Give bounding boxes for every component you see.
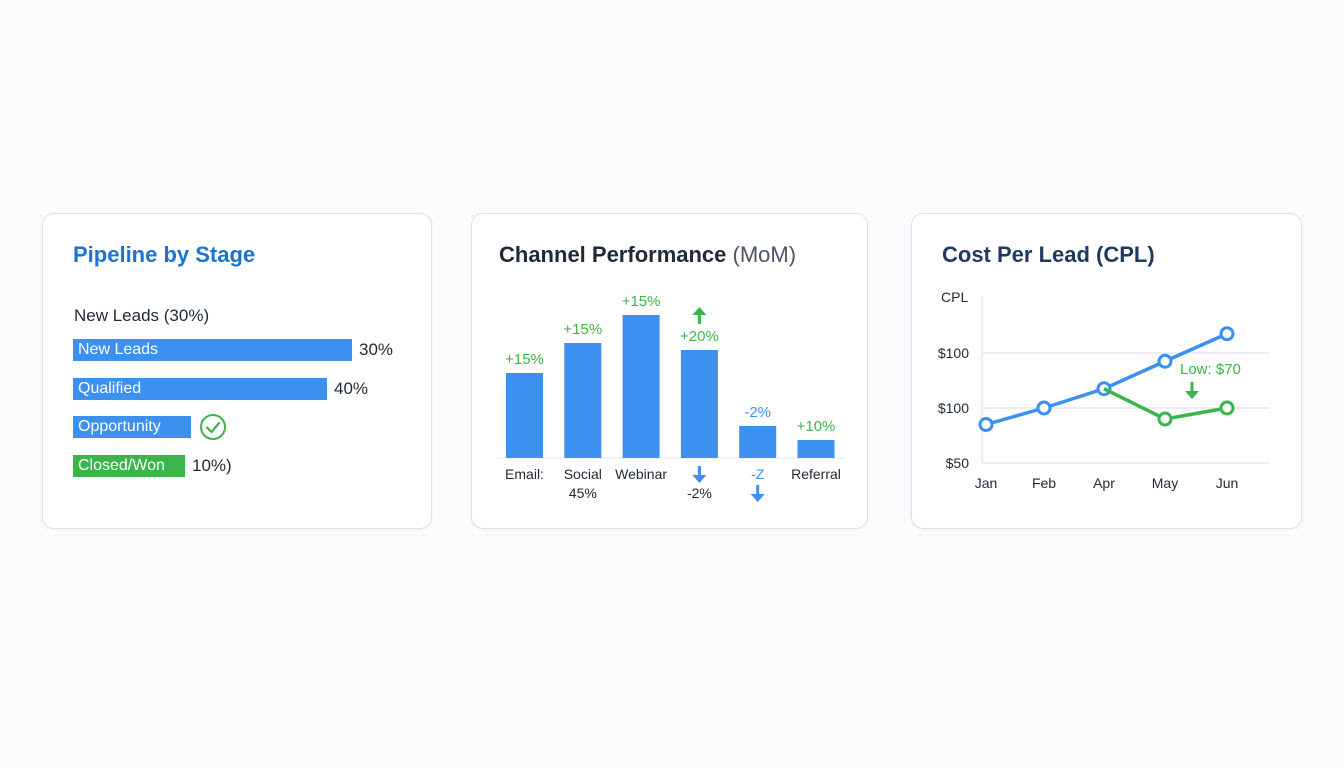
channel-bar-chart: +15% Email: +15% Social 45% +15% Webinar +20% -2… xyxy=(497,293,844,502)
check-circle-icon xyxy=(200,414,226,440)
pipeline-value-label: 30% xyxy=(359,340,394,359)
bar xyxy=(622,315,660,458)
data-point xyxy=(1157,353,1173,369)
pipeline-bar: Qualified xyxy=(73,377,327,400)
x-tick-label: Social xyxy=(564,466,602,482)
y-tick-label: $100 xyxy=(938,345,969,361)
data-point xyxy=(1157,411,1173,427)
pipeline-title: Pipeline by Stage xyxy=(73,242,256,267)
y-tick-label: $50 xyxy=(946,455,970,471)
pipeline-bar: Opportunity xyxy=(73,416,191,438)
x-tick-label: Email: xyxy=(505,466,544,482)
bar xyxy=(680,350,718,458)
x-tick-sublabel: -Z xyxy=(751,466,765,482)
channel-title-suffix: (MoM) xyxy=(732,242,797,267)
pipeline-card: Pipeline by Stage New Leads (30%) New Le… xyxy=(42,213,432,529)
pipeline-bar: Closed/Won xyxy=(73,454,185,477)
arrow-up-icon xyxy=(692,307,707,324)
data-point xyxy=(1036,400,1052,416)
bar-data-label: +15% xyxy=(505,351,544,368)
arrow-down-icon xyxy=(750,485,765,502)
x-tick-label: Webinar xyxy=(615,466,667,482)
x-tick-label: Apr xyxy=(1093,475,1115,491)
channel-card: Channel Performance (MoM) +15% Email: +15%… xyxy=(471,213,868,529)
pipeline-bar: New Leads xyxy=(73,339,352,361)
bar-data-label: +15% xyxy=(563,321,602,338)
bar xyxy=(739,426,777,458)
bar xyxy=(797,440,835,458)
bar-data-label: +10% xyxy=(797,418,836,435)
data-point xyxy=(1219,400,1235,416)
x-tick-label: May xyxy=(1152,475,1178,491)
x-tick-label: Referral xyxy=(791,466,841,482)
y-tick-label: $100 xyxy=(938,400,969,416)
cpl-line-chart: $100 $100 $50 CPL Jan Feb Apr May Jun Low: $70 xyxy=(938,289,1270,491)
pipeline-subtitle: New Leads (30%) xyxy=(74,306,210,325)
channel-title: Channel Performance (MoM) xyxy=(499,242,796,268)
cpl-card: Cost Per Lead (CPL) $100 $100 $50 CPL Jan Feb… xyxy=(911,213,1302,529)
annotation-label: Low: $70 xyxy=(1180,361,1241,378)
data-point xyxy=(978,417,994,432)
cpl-title: Cost Per Lead (CPL) xyxy=(942,242,1155,267)
x-tick-label: Feb xyxy=(1032,475,1056,491)
arrow-down-icon xyxy=(1185,382,1199,399)
pipeline-value-label: 10%) xyxy=(192,455,232,475)
arrow-down-icon xyxy=(692,466,707,483)
series-line xyxy=(985,332,1228,427)
x-tick-label: Jan xyxy=(975,475,998,491)
bar-data-label: +15% xyxy=(622,293,661,310)
bar xyxy=(506,373,543,458)
data-point xyxy=(1219,326,1235,342)
x-tick-label: Jun xyxy=(1216,475,1239,491)
bar-data-label: +20% xyxy=(680,328,719,345)
x-tick-sublabel: 45% xyxy=(569,485,597,501)
pipeline-value-label: 40% xyxy=(334,378,369,398)
channel-title-main: Channel Performance xyxy=(499,242,727,267)
y-axis-label: CPL xyxy=(941,289,968,305)
bar-data-label: -2% xyxy=(744,404,771,421)
x-tick-sublabel: -2% xyxy=(687,485,712,501)
bar xyxy=(564,343,602,458)
